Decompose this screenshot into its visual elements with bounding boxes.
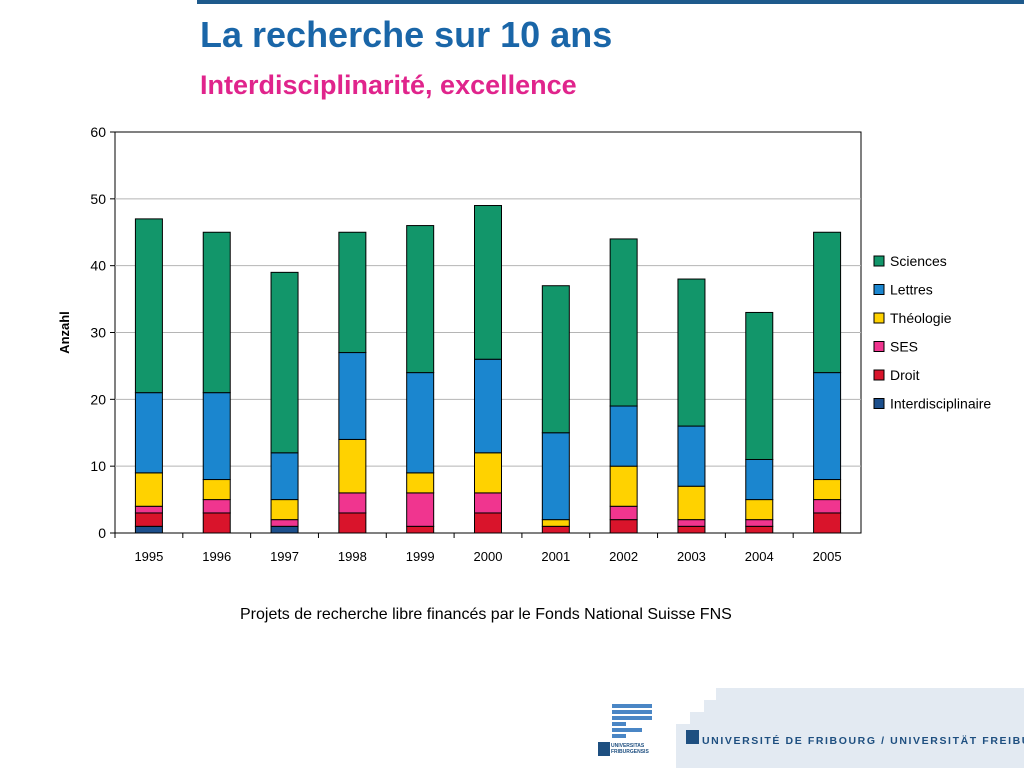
bar-segment-droit-2001 <box>541 525 570 534</box>
legend-label-thologie: Théologie <box>890 310 952 326</box>
bar-segment-thologie-1997 <box>270 499 299 521</box>
x-tick-label-1996: 1996 <box>202 549 231 564</box>
y-tick-label: 60 <box>90 124 106 140</box>
chart-caption: Projets de recherche libre financés par … <box>240 606 732 623</box>
y-axis-label: Anzahl <box>57 311 72 354</box>
logo-text-line2: FRIBURGENSIS <box>611 749 649 755</box>
bar-segment-thologie-2005 <box>813 479 842 501</box>
bar-segment-ses-1999 <box>406 492 435 527</box>
bar-segment-lettres-1997 <box>270 452 299 501</box>
bar-segment-thologie-2000 <box>474 452 502 494</box>
top-rule <box>197 0 1024 4</box>
x-tick-label-2005: 2005 <box>813 549 842 564</box>
y-tick-label: 10 <box>90 458 106 474</box>
bar-segment-ses-2004 <box>745 519 774 527</box>
university-logo-icon <box>598 704 699 756</box>
legend-swatch-thologie <box>873 312 885 324</box>
legend-label-interdisciplinaire: Interdisciplinaire <box>890 396 991 412</box>
legend-label-ses: SES <box>890 339 918 355</box>
x-tick-label-1999: 1999 <box>406 549 435 564</box>
bar-segment-lettres-2004 <box>745 458 774 501</box>
x-tick-label-1995: 1995 <box>134 549 163 564</box>
bar-segment-droit-1996 <box>202 512 231 534</box>
bar-segment-ses-2000 <box>474 492 502 514</box>
bar-segment-ses-2002 <box>609 505 638 521</box>
bar-segment-thologie-2002 <box>609 465 638 507</box>
bar-segment-lettres-1998 <box>338 352 367 440</box>
bar-segment-ses-2003 <box>677 519 706 527</box>
x-tick-label-1997: 1997 <box>270 549 299 564</box>
bar-segment-sciences-1999 <box>406 225 435 374</box>
bar-segment-sciences-2001 <box>541 285 570 434</box>
bar-segment-thologie-1996 <box>202 479 231 501</box>
university-name: UNIVERSITÉ DE FRIBOURG / UNIVERSITÄT FRE… <box>702 735 1024 747</box>
legend-swatch-interdisciplinaire <box>873 398 885 409</box>
legend-label-sciences: Sciences <box>890 253 947 269</box>
x-tick-label-2004: 2004 <box>745 549 774 564</box>
bar-segment-sciences-1997 <box>270 271 299 454</box>
bar-segment-ses-1997 <box>270 519 299 527</box>
logo-caption: UNIVERSITAS FRIBURGENSIS <box>611 743 649 755</box>
footer-band <box>598 688 1024 768</box>
bar-segment-droit-2000 <box>474 512 502 534</box>
bar-segment-ses-1996 <box>202 499 231 514</box>
bar-segment-sciences-2005 <box>813 231 842 374</box>
bar-segment-lettres-2003 <box>677 425 706 487</box>
legend-swatch-ses <box>873 341 885 352</box>
bar-segment-droit-2002 <box>609 519 638 534</box>
stacked-bar-chart: 0 10 20 30 40 50 60 Anzahl 1995 1996 1997 1998 1999 2… <box>57 124 991 564</box>
x-tick-label-2002: 2002 <box>609 549 638 564</box>
bar-segment-sciences-1995 <box>134 218 163 394</box>
bar-segment-ses-1998 <box>338 492 367 514</box>
bar-segment-droit-1999 <box>406 525 435 534</box>
bar-segment-sciences-2002 <box>609 238 638 407</box>
y-tick-label: 20 <box>90 391 106 407</box>
bar-segment-thologie-2001 <box>541 519 570 527</box>
x-tick-label-1998: 1998 <box>338 549 367 564</box>
legend-swatch-lettres <box>873 284 885 295</box>
bar-segment-lettres-2001 <box>541 432 570 521</box>
y-tick-label: 50 <box>90 191 106 207</box>
slide-subtitle: Interdisciplinarité, excellence <box>200 70 577 100</box>
bar-segment-thologie-1999 <box>406 472 435 494</box>
bar-segment-lettres-2005 <box>813 372 842 481</box>
bar-segment-lettres-2002 <box>609 405 638 467</box>
bar-segment-thologie-2004 <box>745 499 774 521</box>
logo-text-line1: UNIVERSITAS <box>611 743 645 749</box>
bar-segment-droit-1995 <box>134 512 163 527</box>
bar-segment-thologie-1995 <box>134 472 163 507</box>
legend-label-droit: Droit <box>890 367 920 383</box>
bar-segment-thologie-1998 <box>338 438 367 494</box>
bar-segment-sciences-1998 <box>338 231 367 354</box>
bar-segment-lettres-1999 <box>406 372 435 474</box>
x-tick-label-2000: 2000 <box>474 549 503 564</box>
footer-step-pattern <box>676 688 1024 768</box>
bar-segment-sciences-2000 <box>474 205 502 360</box>
bar-segment-droit-2005 <box>813 512 842 534</box>
bar-segment-lettres-1996 <box>202 392 231 481</box>
bar-segment-thologie-2003 <box>677 485 706 521</box>
y-tick-label: 30 <box>90 325 106 341</box>
slide-title: La recherche sur 10 ans <box>200 14 613 55</box>
x-tick-label-2003: 2003 <box>677 549 706 564</box>
bar-segment-sciences-2004 <box>745 311 774 460</box>
bar-segment-lettres-2000 <box>474 358 502 454</box>
y-tick-label: 40 <box>90 258 106 274</box>
bar-segment-interdisciplinaire-1995 <box>134 525 163 534</box>
bar-segment-droit-2003 <box>677 525 706 534</box>
bar-segment-ses-2005 <box>813 499 842 514</box>
bar-segment-sciences-1996 <box>202 231 231 394</box>
legend-label-lettres: Lettres <box>890 282 933 298</box>
bar-segment-droit-1998 <box>338 512 367 534</box>
x-tick-label-2001: 2001 <box>541 549 570 564</box>
y-tick-label: 0 <box>98 525 106 541</box>
bar-segment-ses-1995 <box>134 505 163 514</box>
legend-swatch-droit <box>873 369 885 381</box>
bar-segment-interdisciplinaire-1997 <box>270 525 299 534</box>
bar-segment-lettres-1995 <box>134 392 163 474</box>
bar-segment-sciences-2003 <box>677 278 706 427</box>
bar-segment-droit-2004 <box>745 525 774 534</box>
legend-swatch-sciences <box>873 255 885 267</box>
